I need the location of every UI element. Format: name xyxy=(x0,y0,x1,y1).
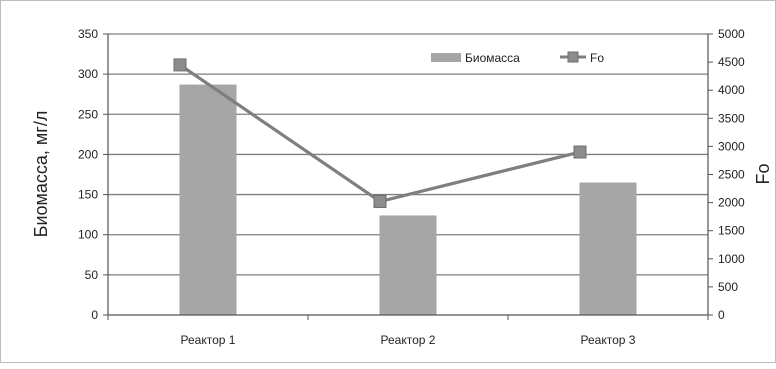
y2-tick-label: 4000 xyxy=(718,83,745,97)
y-tick-label: 300 xyxy=(78,67,98,81)
y-axis-title: Биомасса, мг/л xyxy=(31,111,51,238)
y-tick-label: 150 xyxy=(78,188,98,202)
line-fo xyxy=(173,58,587,208)
y-tick-label: 200 xyxy=(78,147,98,161)
x-tick-label: Реактор 2 xyxy=(381,333,436,347)
axes: 0501001502002503003500500100015002000250… xyxy=(78,27,745,347)
legend-swatch-fo-marker xyxy=(567,51,579,63)
x-tick-label: Реактор 1 xyxy=(181,333,236,347)
y2-tick-label: 0 xyxy=(718,308,725,322)
legend-swatch-biomass xyxy=(431,53,461,62)
y2-tick-label: 3000 xyxy=(718,139,745,153)
y2-tick-label: 1500 xyxy=(718,224,745,238)
fo-marker xyxy=(573,145,587,159)
y2-tick-label: 500 xyxy=(718,280,738,294)
y-tick-label: 0 xyxy=(91,308,98,322)
y2-tick-label: 2000 xyxy=(718,196,745,210)
y-tick-label: 350 xyxy=(78,27,98,41)
y2-axis-title: Fo xyxy=(753,163,773,184)
y2-tick-label: 3500 xyxy=(718,111,745,125)
y-tick-label: 100 xyxy=(78,228,98,242)
bar xyxy=(379,215,437,315)
y-tick-label: 50 xyxy=(85,268,99,282)
bar xyxy=(179,84,237,315)
bar xyxy=(579,182,637,315)
fo-marker xyxy=(173,58,187,72)
x-tick-label: Реактор 3 xyxy=(581,333,636,347)
legend: Биомасса Fo xyxy=(401,41,613,73)
y2-tick-label: 5000 xyxy=(718,27,745,41)
fo-marker xyxy=(373,194,387,208)
y2-tick-label: 4500 xyxy=(718,55,745,69)
y2-tick-label: 1000 xyxy=(718,252,745,266)
bars-biomass xyxy=(179,84,637,315)
legend-label-fo: Fo xyxy=(590,51,604,65)
legend-label-biomass: Биомасса xyxy=(465,51,520,65)
fo-line xyxy=(179,63,581,204)
y-tick-label: 250 xyxy=(78,107,98,121)
y2-tick-label: 2500 xyxy=(718,168,745,182)
